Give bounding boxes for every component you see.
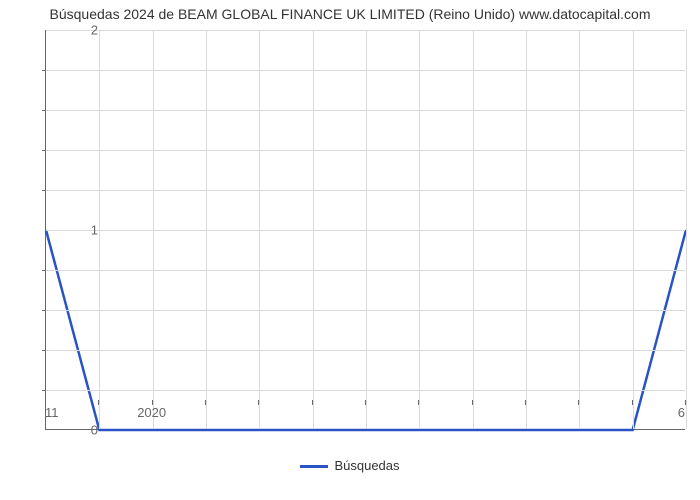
y-axis-label: 2	[58, 23, 98, 38]
gridline-v	[313, 30, 314, 429]
y-minor-tick	[42, 310, 46, 311]
legend-label: Búsquedas	[334, 458, 399, 473]
gridline-v	[419, 30, 420, 429]
chart-title: Búsquedas 2024 de BEAM GLOBAL FINANCE UK…	[0, 6, 700, 22]
gridline-v	[366, 30, 367, 429]
y-minor-tick	[42, 70, 46, 71]
x-tick	[578, 400, 579, 405]
gridline-v	[526, 30, 527, 429]
x-tick	[365, 400, 366, 405]
y-minor-tick	[42, 150, 46, 151]
x-tick	[312, 400, 313, 405]
y-minor-tick	[42, 270, 46, 271]
y-minor-tick	[42, 190, 46, 191]
y-minor-tick	[42, 350, 46, 351]
x-tick	[258, 400, 259, 405]
y-axis-label: 1	[58, 223, 98, 238]
plot-area	[45, 30, 685, 430]
gridline-v	[259, 30, 260, 429]
x-tick	[418, 400, 419, 405]
x-tick	[525, 400, 526, 405]
gridline-v	[686, 30, 687, 429]
gridline-v	[473, 30, 474, 429]
chart-container: Búsquedas 2024 de BEAM GLOBAL FINANCE UK…	[0, 0, 700, 500]
y-minor-tick	[42, 110, 46, 111]
x-tick	[472, 400, 473, 405]
x-axis-label: 2020	[137, 405, 166, 420]
x-tick	[632, 400, 633, 405]
legend: Búsquedas	[0, 458, 700, 473]
plot-frame	[45, 30, 685, 430]
y-axis-label: 0	[58, 423, 98, 438]
x-tick	[98, 400, 99, 405]
gridline-v	[153, 30, 154, 429]
y-minor-tick	[42, 390, 46, 391]
gridline-v	[206, 30, 207, 429]
x-axis-label: 11	[45, 405, 59, 420]
gridline-v	[579, 30, 580, 429]
gridline-v	[633, 30, 634, 429]
x-tick	[685, 400, 686, 405]
gridline-v	[99, 30, 100, 429]
x-axis-label: 6	[678, 405, 685, 420]
x-tick	[205, 400, 206, 405]
legend-swatch	[300, 465, 328, 468]
